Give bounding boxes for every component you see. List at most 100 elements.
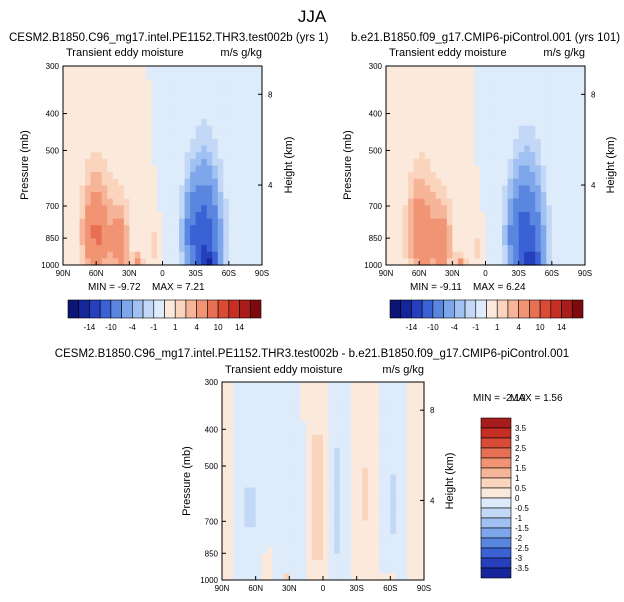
- contour-cell: [206, 205, 213, 213]
- contour-cell: [212, 231, 219, 240]
- contour-cell: [173, 145, 180, 153]
- contour-cell: [479, 192, 487, 200]
- contour-cell: [384, 494, 391, 502]
- contour-cell: [311, 560, 318, 568]
- contour-cell: [452, 99, 459, 107]
- x-tick-label: 60N: [89, 269, 104, 278]
- contour-cell: [474, 258, 481, 266]
- contour-cell: [300, 382, 307, 390]
- contour-cell: [468, 258, 476, 266]
- contour-cell: [239, 198, 247, 206]
- contour-cell: [140, 145, 147, 153]
- contour-cell: [401, 421, 408, 429]
- contour-cell: [351, 560, 358, 568]
- contour-cell: [367, 467, 375, 475]
- contour-cell: [546, 211, 553, 220]
- contour-cell: [90, 145, 97, 153]
- contour-cell: [390, 415, 397, 423]
- contour-cell: [289, 434, 296, 442]
- contour-cell: [234, 158, 241, 167]
- max-label: MAX = 6.24: [473, 282, 526, 293]
- contour-cell: [233, 428, 240, 436]
- contour-cell: [272, 434, 279, 442]
- contour-cell: [424, 145, 431, 153]
- contour-cell: [384, 395, 391, 403]
- contour-cell: [223, 152, 230, 160]
- contour-cell: [234, 245, 241, 253]
- contour-cell: [345, 428, 352, 436]
- contour-cell: [491, 178, 498, 186]
- contour-cell: [238, 514, 246, 522]
- contour-cell: [74, 238, 81, 246]
- contour-cell: [474, 205, 481, 213]
- contour-cell: [294, 441, 302, 449]
- contour-cell: [412, 566, 419, 574]
- contour-cell: [386, 251, 393, 259]
- contour-cell: [435, 245, 442, 253]
- contour-cell: [173, 85, 180, 94]
- y2-tick-label: 4: [268, 181, 273, 190]
- contour-cell: [278, 474, 285, 482]
- contour-cell: [424, 258, 431, 266]
- colorbar-box: [174, 299, 187, 319]
- x-tick-label: 90S: [578, 269, 592, 278]
- contour-cell: [239, 145, 247, 153]
- contour-cell: [179, 172, 186, 180]
- contour-cell: [228, 112, 235, 120]
- y2-tick-label: 4: [591, 181, 596, 190]
- contour-cell: [96, 231, 103, 240]
- contour-cell: [206, 245, 213, 253]
- contour-cell: [85, 158, 92, 167]
- contour-cell: [300, 500, 307, 508]
- contour-cell: [391, 238, 398, 246]
- contour-cell: [140, 172, 147, 180]
- contour-cell: [328, 415, 335, 423]
- contour-cell: [184, 92, 191, 100]
- contour-cell: [474, 125, 481, 133]
- contour-cell: [502, 205, 509, 213]
- contour-cell: [283, 533, 290, 541]
- contour-cell: [491, 158, 498, 167]
- contour-cell: [529, 178, 536, 186]
- contour-cell: [535, 132, 542, 140]
- contour-cell: [101, 138, 108, 147]
- contour-cell: [256, 79, 263, 87]
- contour-cell: [323, 500, 330, 508]
- contour-cell: [151, 125, 158, 133]
- contour-cell: [413, 72, 420, 80]
- contour-cell: [334, 533, 341, 541]
- contour-cell: [413, 145, 420, 153]
- contour-cell: [557, 145, 564, 153]
- contour-cell: [74, 145, 81, 153]
- contour-cell: [223, 138, 230, 147]
- contour-cell: [373, 434, 380, 442]
- contour-cell: [239, 125, 247, 133]
- contour-cell: [379, 461, 386, 469]
- contour-cell: [96, 178, 103, 186]
- x-tick-label: 0: [321, 584, 326, 593]
- contour-cell: [408, 66, 415, 74]
- contour-cell: [294, 494, 302, 502]
- contour-cell: [233, 441, 240, 449]
- contour-cell: [418, 415, 425, 423]
- contour-cell: [524, 145, 531, 153]
- contour-cell: [328, 467, 335, 475]
- contour-cell: [362, 461, 369, 469]
- contour-cell: [397, 132, 404, 140]
- contour-cell: [112, 79, 119, 87]
- contour-cell: [390, 547, 397, 555]
- contour-cell: [283, 395, 290, 403]
- contour-cell: [407, 421, 414, 429]
- contour-cell: [233, 507, 240, 515]
- contour-cell: [435, 238, 442, 246]
- contour-cell: [74, 112, 81, 120]
- contour-cell: [463, 72, 470, 80]
- contour-cell: [234, 125, 241, 133]
- contour-cell: [485, 112, 492, 120]
- contour-cell: [195, 105, 202, 114]
- contour-cell: [446, 258, 453, 266]
- contour-cell: [283, 481, 290, 489]
- contour-cell: [233, 487, 240, 495]
- contour-cell: [179, 72, 186, 80]
- contour-cell: [217, 218, 224, 226]
